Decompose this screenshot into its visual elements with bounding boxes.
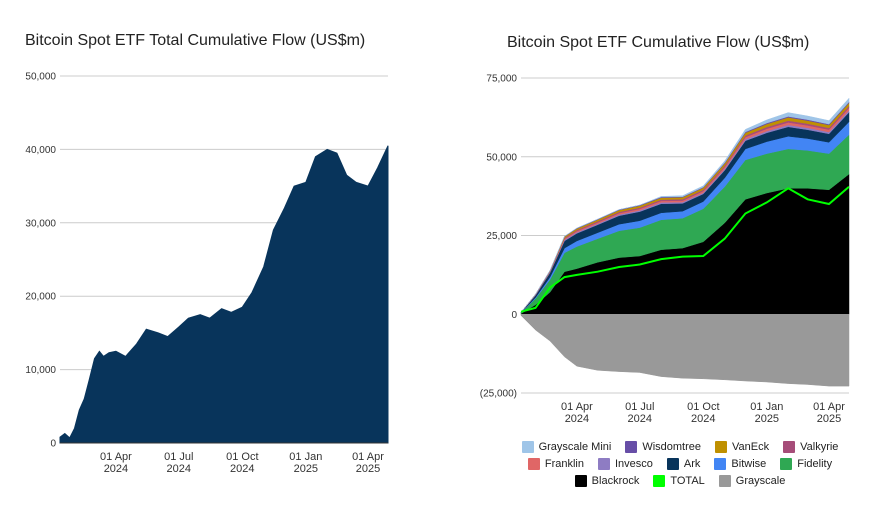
legend-label: Fidelity (797, 457, 833, 470)
legend-item-franklin: Franklin (527, 457, 584, 470)
x-tick-year-label: 2025 (755, 413, 779, 425)
x-tick-label: 01 Apr (100, 451, 132, 463)
legend-swatch (521, 440, 534, 453)
y-tick-label: 25,000 (486, 231, 517, 242)
legend-item-invesco: Invesco (598, 457, 653, 470)
x-tick-year-label: 2025 (294, 463, 318, 475)
legend-label: Bitwise (731, 457, 767, 470)
legend-swatch (574, 474, 587, 487)
y-tick-label: 0 (511, 310, 517, 321)
x-tick-label: 01 Jan (289, 451, 322, 463)
legend-label: Invesco (615, 457, 653, 470)
legend-swatch (718, 474, 731, 487)
legend-label: Grayscale (735, 474, 786, 487)
legend-label: VanEck (732, 440, 770, 453)
legend-item-bitwise: Bitwise (714, 457, 767, 470)
legend-label: Valkyrie (800, 440, 839, 453)
y-tick-label: 75,000 (486, 74, 517, 85)
legend-label: Blackrock (591, 474, 640, 487)
legend-swatch (780, 457, 793, 470)
legend-row: Blackrock TOTAL Grayscale (490, 472, 870, 489)
legend-row: Franklin Invesco Ark Bitwise Fidelity (490, 455, 870, 472)
legend-item-vaneck: VanEck (715, 440, 770, 453)
x-tick-label: 01 Jul (625, 401, 654, 413)
x-tick-label: 01 Oct (226, 451, 258, 463)
y-tick-label: 50,000 (486, 152, 517, 163)
legend-item-total: TOTAL (653, 474, 705, 487)
y-tick-label: (25,000) (480, 389, 517, 400)
x-tick-year-label: 2025 (356, 463, 380, 475)
chart-title-total-flow: Bitcoin Spot ETF Total Cumulative Flow (… (25, 32, 365, 49)
legend-swatch (715, 440, 728, 453)
legend-item-valkyrie: Valkyrie (783, 440, 839, 453)
x-tick-label: 01 Oct (687, 401, 719, 413)
series-area-grayscale-mini (520, 97, 850, 313)
x-tick-year-label: 2024 (230, 463, 254, 475)
legend-label: Ark (683, 457, 701, 470)
legend-swatch (527, 457, 540, 470)
chart-title-etf-flow: Bitcoin Spot ETF Cumulative Flow (US$m) (507, 34, 809, 51)
series-line-total (520, 185, 850, 313)
x-tick-year-label: 2024 (628, 413, 652, 425)
legend-label: Grayscale Mini (538, 440, 612, 453)
x-tick-year-label: 2024 (565, 413, 589, 425)
x-tick-year-label: 2024 (104, 463, 128, 475)
legend-item-grayscale: Grayscale (718, 474, 786, 487)
chart-legend: Grayscale Mini Wisdomtree VanEck Valkyrie Fr… (490, 438, 870, 489)
total-flow-area (59, 145, 389, 444)
legend-swatch (598, 457, 610, 470)
x-tick-label: 01 Apr (561, 401, 593, 413)
y-tick-label: 20,000 (25, 292, 56, 303)
y-tick-label: 0 (50, 439, 56, 450)
y-tick-label: 30,000 (25, 218, 56, 229)
x-tick-year-label: 2024 (167, 463, 191, 475)
x-tick-year-label: 2024 (691, 413, 715, 425)
x-tick-label: 01 Apr (352, 451, 384, 463)
series-area-grayscale (520, 314, 850, 387)
x-tick-label: 01 Apr (813, 401, 845, 413)
y-tick-label: 50,000 (25, 72, 56, 83)
legend-item-fidelity: Fidelity (780, 457, 833, 470)
legend-swatch (714, 457, 727, 470)
x-tick-label: 01 Jul (164, 451, 193, 463)
legend-swatch (666, 457, 679, 470)
legend-item-wisdomtree: Wisdomtree (625, 440, 702, 453)
legend-swatch (625, 440, 638, 453)
x-tick-label: 01 Jan (750, 401, 783, 413)
legend-label: Franklin (544, 457, 584, 470)
legend-swatch (783, 440, 796, 453)
y-tick-label: 40,000 (25, 145, 56, 156)
legend-label: TOTAL (670, 474, 705, 487)
legend-row: Grayscale Mini Wisdomtree VanEck Valkyrie (490, 438, 870, 455)
legend-item-blackrock: Blackrock (574, 474, 640, 487)
x-tick-year-label: 2025 (817, 413, 841, 425)
legend-swatch (653, 474, 666, 487)
legend-label: Wisdomtree (642, 440, 702, 453)
legend-item-ark: Ark (666, 457, 701, 470)
y-tick-label: 10,000 (25, 365, 56, 376)
legend-item-grayscale-mini: Grayscale Mini (521, 440, 612, 453)
